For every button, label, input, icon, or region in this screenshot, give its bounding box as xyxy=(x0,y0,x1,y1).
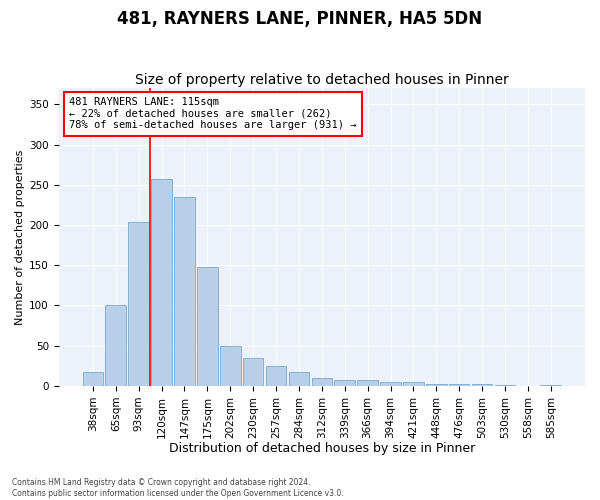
Bar xyxy=(266,366,286,386)
Bar xyxy=(403,382,424,386)
Bar xyxy=(174,197,195,386)
Bar xyxy=(289,372,309,386)
Bar xyxy=(220,346,241,386)
Bar xyxy=(334,380,355,386)
Bar xyxy=(243,358,263,386)
Bar xyxy=(83,372,103,386)
Title: Size of property relative to detached houses in Pinner: Size of property relative to detached ho… xyxy=(135,73,509,87)
Bar xyxy=(358,380,378,386)
Bar xyxy=(472,384,493,386)
Text: Contains HM Land Registry data © Crown copyright and database right 2024.
Contai: Contains HM Land Registry data © Crown c… xyxy=(12,478,344,498)
Bar xyxy=(311,378,332,386)
Bar xyxy=(449,384,469,386)
Text: 481, RAYNERS LANE, PINNER, HA5 5DN: 481, RAYNERS LANE, PINNER, HA5 5DN xyxy=(118,10,482,28)
Y-axis label: Number of detached properties: Number of detached properties xyxy=(15,150,25,325)
Text: 481 RAYNERS LANE: 115sqm
← 22% of detached houses are smaller (262)
78% of semi-: 481 RAYNERS LANE: 115sqm ← 22% of detach… xyxy=(69,97,356,130)
Bar xyxy=(128,222,149,386)
Bar xyxy=(494,385,515,386)
X-axis label: Distribution of detached houses by size in Pinner: Distribution of detached houses by size … xyxy=(169,442,475,455)
Bar xyxy=(151,179,172,386)
Bar xyxy=(426,384,446,386)
Bar xyxy=(380,382,401,386)
Bar xyxy=(197,267,218,386)
Bar xyxy=(106,306,126,386)
Bar xyxy=(541,385,561,386)
